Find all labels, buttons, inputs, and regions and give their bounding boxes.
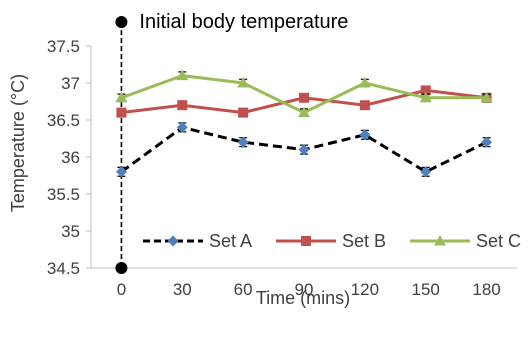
series-set-a <box>115 121 493 178</box>
x-tick-label: 0 <box>117 280 126 299</box>
data-point-set-c <box>176 69 189 81</box>
legend-label-set-a: Set A <box>209 231 252 251</box>
y-axis-label: Temperature (°C) <box>8 74 28 212</box>
data-point-set-b <box>238 107 249 118</box>
x-tick-label: 180 <box>472 280 500 299</box>
data-point-set-a <box>176 121 188 133</box>
data-point-set-a <box>237 136 249 148</box>
y-tick-label: 37.5 <box>47 37 80 56</box>
legend-label-set-c: Set C <box>476 231 521 251</box>
legend-label-set-b: Set B <box>342 231 386 251</box>
legend-entry-set-c: Set C <box>410 231 521 251</box>
annotation-group: Initial body temperature <box>115 11 348 274</box>
series-layer <box>115 69 493 178</box>
legend-entry-set-a: Set A <box>143 231 252 251</box>
series-set-c <box>115 69 493 118</box>
data-point-set-c <box>480 91 493 103</box>
y-tick-label: 36.5 <box>47 111 80 130</box>
data-point-set-a <box>115 166 127 178</box>
data-point-set-b <box>177 100 188 111</box>
annotation-bottom-dot <box>115 262 128 274</box>
y-tick-label: 34.5 <box>47 259 80 278</box>
y-tick-label: 35 <box>61 222 80 241</box>
legend-marker-set-b <box>301 236 311 246</box>
annotation-text: Initial body temperature <box>139 11 348 33</box>
legend-marker-set-c <box>434 235 446 246</box>
x-tick-label: 60 <box>234 280 253 299</box>
legend-entry-set-b: Set B <box>276 231 386 251</box>
data-point-set-c <box>237 77 250 88</box>
data-point-set-c <box>115 91 128 103</box>
y-tick-label: 35.5 <box>47 185 80 204</box>
x-tick-label: 120 <box>351 280 379 299</box>
legend: Set A Set B Set C <box>143 231 521 251</box>
data-point-set-b <box>116 107 127 118</box>
data-point-set-a <box>420 166 432 178</box>
data-point-set-b <box>359 100 370 111</box>
annotation-top-dot <box>115 16 128 28</box>
data-point-set-b <box>420 85 431 96</box>
x-tick-label: 90 <box>295 280 314 299</box>
data-point-set-b <box>299 92 309 103</box>
legend-marker-set-a <box>167 235 179 247</box>
axes: 34.5 35 35.5 36 36.5 37 37.5 0 30 60 90 120 150 180 <box>47 37 517 299</box>
data-point-set-c <box>358 77 371 88</box>
data-point-set-c <box>419 91 432 103</box>
y-tick-label: 36 <box>61 148 80 167</box>
data-point-set-c <box>298 106 310 118</box>
x-tick-label: 150 <box>412 280 440 299</box>
x-axis-label: Time (mins) <box>256 288 350 308</box>
data-point-set-a <box>298 144 310 156</box>
data-point-set-a <box>359 129 371 141</box>
y-tick-label: 37 <box>61 74 80 93</box>
data-point-set-a <box>481 136 493 148</box>
x-tick-label: 30 <box>173 280 192 299</box>
